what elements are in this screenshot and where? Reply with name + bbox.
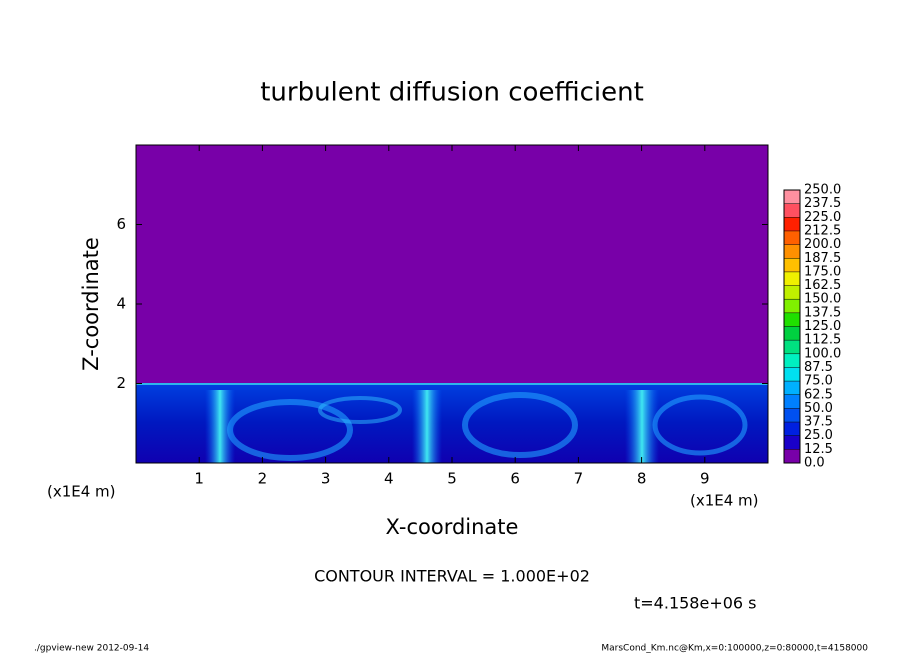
colorbar-swatch [784, 190, 800, 204]
colorbar-label: 12.5 [804, 442, 833, 457]
x-tick-label: 8 [637, 470, 647, 488]
colorbar-label: 25.0 [804, 428, 833, 443]
contour-field [136, 145, 768, 463]
colorbar-label: 200.0 [804, 237, 841, 252]
colorbar-swatch [784, 203, 800, 218]
colorbar-swatch [784, 230, 800, 245]
y-tick-label: 4 [116, 295, 126, 313]
y-tick-label: 6 [116, 215, 126, 233]
colorbar-swatch [784, 408, 800, 423]
colorbar-label: 50.0 [804, 401, 833, 416]
y-axis-label: Z-coordinate [79, 237, 103, 371]
colorbar-label: 237.5 [804, 196, 841, 211]
x-unit-label: (x1E4 m) [690, 492, 759, 510]
colorbar-swatch [784, 367, 800, 382]
colorbar-swatch [784, 422, 800, 436]
x-tick-label: 2 [258, 470, 268, 488]
x-tick-label: 3 [321, 470, 331, 488]
colorbar-swatch [784, 258, 800, 272]
colorbar-swatch [784, 381, 800, 395]
colorbar-label: 125.0 [804, 319, 841, 334]
colorbar-swatch [784, 353, 800, 368]
colorbar-swatch [784, 285, 800, 300]
x-tick-label: 4 [384, 470, 394, 488]
x-unit-label: (x1E4 m) [47, 483, 116, 501]
annotation: t=4.158e+06 s [634, 594, 757, 613]
colorbar-label: 250.0 [804, 183, 841, 198]
colorbar-label: 175.0 [804, 264, 841, 279]
footer: MarsCond_Km.nc@Km,x=0:100000,z=0:80000,t… [601, 644, 868, 654]
colorbar-swatch [784, 394, 800, 409]
colorbar-swatch [784, 326, 800, 341]
annotation: CONTOUR INTERVAL = 1.000E+02 [314, 567, 590, 586]
colorbar-swatch [784, 299, 800, 313]
colorbar-swatch [784, 340, 800, 354]
x-tick-label: 1 [194, 470, 204, 488]
colorbar-label: 162.5 [804, 278, 841, 293]
x-tick-label: 7 [574, 470, 584, 488]
colorbar-swatch [784, 449, 800, 463]
colorbar-label: 187.5 [804, 251, 841, 266]
colorbar-label: 87.5 [804, 360, 833, 375]
x-tick-label: 5 [447, 470, 457, 488]
x-tick-label: 6 [510, 470, 520, 488]
chart-title: turbulent diffusion coefficient [260, 78, 644, 108]
colorbar-label: 150.0 [804, 292, 841, 307]
colorbar-swatch [784, 217, 800, 231]
colorbar-label: 137.5 [804, 305, 841, 320]
footer: ./gpview-new 2012-09-14 [34, 644, 149, 654]
colorbar-label: 225.0 [804, 210, 841, 225]
colorbar-label: 100.0 [804, 346, 841, 361]
colorbar-label: 75.0 [804, 374, 833, 389]
colorbar-label: 62.5 [804, 387, 833, 402]
y-tick-label: 2 [116, 374, 126, 392]
x-axis-label: X-coordinate [386, 515, 519, 539]
colorbar-label: 212.5 [804, 223, 841, 238]
colorbar-label: 112.5 [804, 333, 841, 348]
colorbar-swatch [784, 312, 800, 327]
colorbar-swatch [784, 435, 800, 450]
colorbar-label: 0.0 [804, 456, 825, 471]
colorbar-swatch [784, 271, 800, 286]
colorbar-label: 37.5 [804, 415, 833, 430]
colorbar-swatch [784, 244, 800, 259]
x-tick-label: 9 [700, 470, 710, 488]
